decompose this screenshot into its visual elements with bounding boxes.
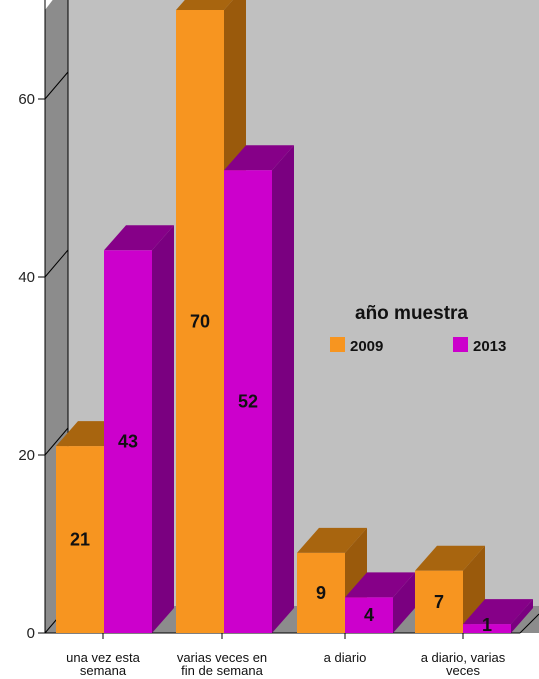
- bar-side: [511, 599, 533, 633]
- bar-front: [345, 597, 393, 633]
- y-tick-label: 40: [18, 269, 35, 286]
- data-label: 4: [364, 605, 374, 625]
- bar-side: [152, 225, 174, 634]
- floor-right-edge: [519, 613, 539, 634]
- y-gridline-side: [44, 249, 69, 278]
- x-tick-label: a diario: [324, 650, 367, 665]
- legend-title: año muestra: [355, 303, 468, 324]
- x-tick-label: veces: [446, 663, 480, 678]
- y-tick-label: 60: [18, 91, 35, 108]
- data-label: 43: [118, 432, 138, 452]
- data-label: 70: [190, 312, 210, 332]
- y-gridline-side: [44, 427, 69, 456]
- bar-front: [176, 10, 224, 633]
- legend: año muestra 2009 2013: [330, 303, 506, 355]
- bars: 21 43 70 52 9 4 7 1: [56, 0, 533, 635]
- bar-2013: 1: [463, 599, 533, 635]
- bar-2013: 4: [345, 572, 415, 633]
- legend-swatch: [453, 337, 468, 352]
- bar-top: [415, 545, 485, 571]
- legend-label: 2009: [350, 338, 383, 355]
- bar-front: [104, 250, 152, 634]
- bar-top: [176, 0, 233, 10]
- x-tick-label: fin de semana: [181, 663, 263, 678]
- y-axis: 0 20 40 60: [18, 71, 69, 642]
- data-label: 52: [238, 392, 258, 412]
- bar-top: [104, 225, 174, 251]
- x-tick-label: semana: [80, 663, 127, 678]
- data-label: 7: [434, 592, 444, 612]
- y-gridline-side: [44, 71, 69, 100]
- bar-front: [224, 170, 272, 633]
- x-tick-label: una vez esta: [66, 650, 140, 665]
- bar-top: [224, 145, 294, 171]
- bar-side: [393, 572, 415, 633]
- legend-label: 2013: [473, 338, 506, 355]
- legend-swatch: [330, 337, 345, 352]
- y-tick-label: 0: [27, 625, 35, 642]
- x-tick-label: varias veces en: [177, 650, 267, 665]
- data-label: 9: [316, 583, 326, 603]
- bar-2013: 52: [224, 145, 294, 633]
- data-label: 21: [70, 530, 90, 550]
- bar-front: [463, 624, 511, 633]
- bar-top: [297, 527, 367, 553]
- bar-top: [463, 599, 533, 625]
- bar-front: [415, 570, 463, 633]
- bar-top: [345, 572, 415, 598]
- data-label: 1: [482, 615, 492, 635]
- y-tick-label: 20: [18, 447, 35, 464]
- bar-2009: 7: [415, 545, 485, 633]
- x-tick-label: a diario, varias: [421, 650, 506, 665]
- bar-side: [272, 145, 294, 633]
- bar-2013: 43: [104, 225, 174, 634]
- bar-front: [297, 552, 345, 633]
- bar-front: [56, 446, 104, 633]
